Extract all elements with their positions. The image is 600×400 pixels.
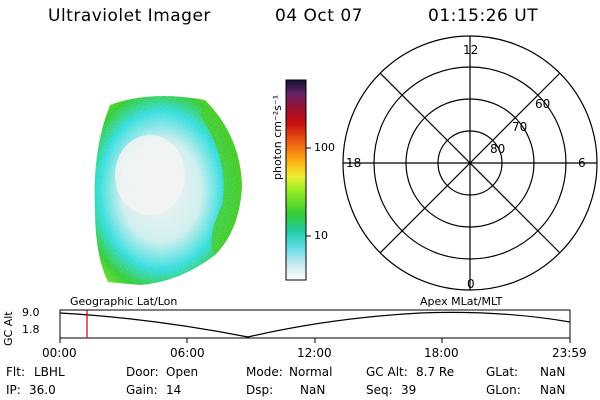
colorbar-unit-label: photon cm⁻²s⁻¹: [271, 94, 284, 180]
glon-value: NaN: [540, 383, 566, 397]
lat-label-80: 80: [490, 142, 506, 156]
strip-xtick-0000: 00:00: [42, 346, 77, 360]
door-key: Door:: [126, 365, 159, 379]
mode-key: Mode:: [246, 365, 283, 379]
gcalt-key: GC Alt:: [366, 365, 408, 379]
seq-key: Seq:: [366, 383, 393, 397]
mlt-label-6: 6: [578, 156, 586, 170]
ip-value: 36.0: [29, 383, 56, 397]
aurora-image: [92, 95, 244, 287]
strip-xtick-0600: 06:00: [170, 346, 205, 360]
strip-xtick-1200: 12:00: [297, 346, 332, 360]
gain-key: Gain:: [126, 383, 158, 397]
door-value: Open: [166, 365, 199, 379]
glat-value: NaN: [540, 365, 566, 379]
dsp-key: Dsp:: [246, 383, 274, 397]
lat-label-60: 60: [535, 97, 551, 111]
gain-value: 14: [166, 383, 182, 397]
date-label: 04 Oct 07: [275, 6, 363, 26]
strip-ylabel: GC Alt: [2, 311, 15, 346]
colorbar: [285, 79, 311, 281]
strip-right-title: Apex MLat/MLT: [420, 295, 503, 308]
gcalt-value: 8.7 Re: [416, 365, 455, 379]
lat-label-70: 70: [512, 120, 528, 134]
dsp-value: NaN: [300, 383, 326, 397]
polar-grid: [342, 35, 598, 291]
flt-key: Flt:: [6, 365, 25, 379]
strip-xtick-1800: 18:00: [424, 346, 459, 360]
mlt-label-18: 18: [346, 156, 362, 170]
altitude-strip: [59, 309, 571, 343]
seq-value: 39: [401, 383, 417, 397]
strip-ytick-1-8: 1.8: [22, 323, 40, 336]
flt-value: LBHL: [34, 365, 65, 379]
strip-ytick-9: 9.0: [22, 306, 40, 319]
colorbar-tick-10: 10: [314, 229, 328, 242]
mlt-label-12: 12: [463, 43, 479, 57]
glat-key: GLat:: [486, 365, 519, 379]
mlt-label-0: 0: [467, 277, 475, 291]
instrument-title: Ultraviolet Imager: [48, 6, 211, 26]
mode-value: Normal: [289, 365, 333, 379]
strip-left-title: Geographic Lat/Lon: [70, 295, 178, 308]
glon-key: GLon:: [486, 383, 521, 397]
strip-xtick-2359: 23:59: [552, 346, 587, 360]
ip-key: IP:: [6, 383, 21, 397]
time-label: 01:15:26 UT: [428, 6, 539, 26]
colorbar-tick-100: 100: [314, 141, 335, 154]
